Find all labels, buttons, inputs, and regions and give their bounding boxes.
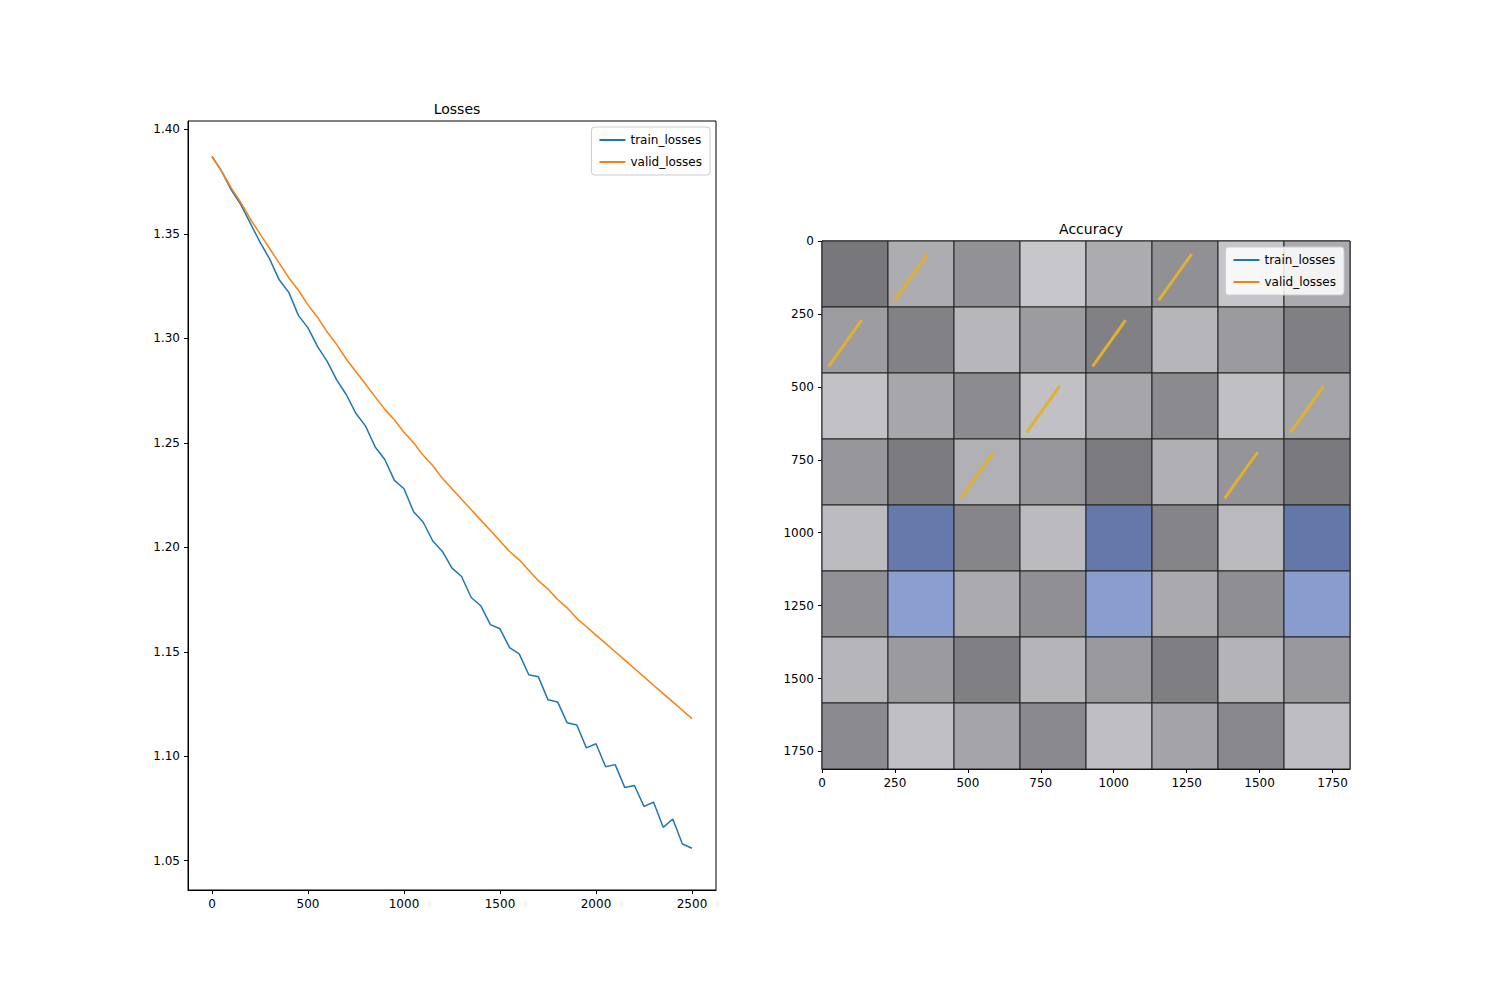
svg-text:1500: 1500 bbox=[1244, 776, 1275, 790]
svg-text:1000: 1000 bbox=[389, 897, 420, 911]
svg-text:Losses: Losses bbox=[434, 101, 481, 117]
svg-text:0: 0 bbox=[208, 897, 216, 911]
svg-text:1.05: 1.05 bbox=[153, 854, 180, 868]
svg-text:train_losses: train_losses bbox=[630, 133, 701, 147]
svg-text:750: 750 bbox=[1029, 776, 1052, 790]
svg-text:500: 500 bbox=[791, 380, 814, 394]
svg-text:1750: 1750 bbox=[783, 744, 814, 758]
svg-text:2000: 2000 bbox=[581, 897, 612, 911]
svg-text:750: 750 bbox=[791, 453, 814, 467]
svg-text:1250: 1250 bbox=[783, 599, 814, 613]
svg-text:train_losses: train_losses bbox=[1264, 253, 1335, 267]
svg-text:2500: 2500 bbox=[677, 897, 708, 911]
svg-text:1000: 1000 bbox=[783, 526, 814, 540]
svg-text:1.30: 1.30 bbox=[153, 331, 180, 345]
svg-text:1500: 1500 bbox=[485, 897, 516, 911]
svg-text:1.40: 1.40 bbox=[153, 122, 180, 136]
svg-text:1000: 1000 bbox=[1098, 776, 1129, 790]
svg-text:Accuracy: Accuracy bbox=[1059, 221, 1123, 237]
svg-text:0: 0 bbox=[806, 234, 814, 248]
svg-text:1.20: 1.20 bbox=[153, 540, 180, 554]
svg-text:250: 250 bbox=[883, 776, 906, 790]
svg-text:valid_losses: valid_losses bbox=[630, 155, 702, 169]
svg-text:1.10: 1.10 bbox=[153, 749, 180, 763]
svg-text:500: 500 bbox=[956, 776, 979, 790]
svg-text:500: 500 bbox=[297, 897, 320, 911]
svg-text:valid_losses: valid_losses bbox=[1264, 275, 1336, 289]
svg-text:1750: 1750 bbox=[1317, 776, 1348, 790]
svg-text:1.25: 1.25 bbox=[153, 436, 180, 450]
svg-text:1.15: 1.15 bbox=[153, 645, 180, 659]
svg-text:1500: 1500 bbox=[783, 672, 814, 686]
svg-text:250: 250 bbox=[791, 307, 814, 321]
svg-text:0: 0 bbox=[818, 776, 826, 790]
svg-text:1.35: 1.35 bbox=[153, 227, 180, 241]
svg-text:1250: 1250 bbox=[1171, 776, 1202, 790]
